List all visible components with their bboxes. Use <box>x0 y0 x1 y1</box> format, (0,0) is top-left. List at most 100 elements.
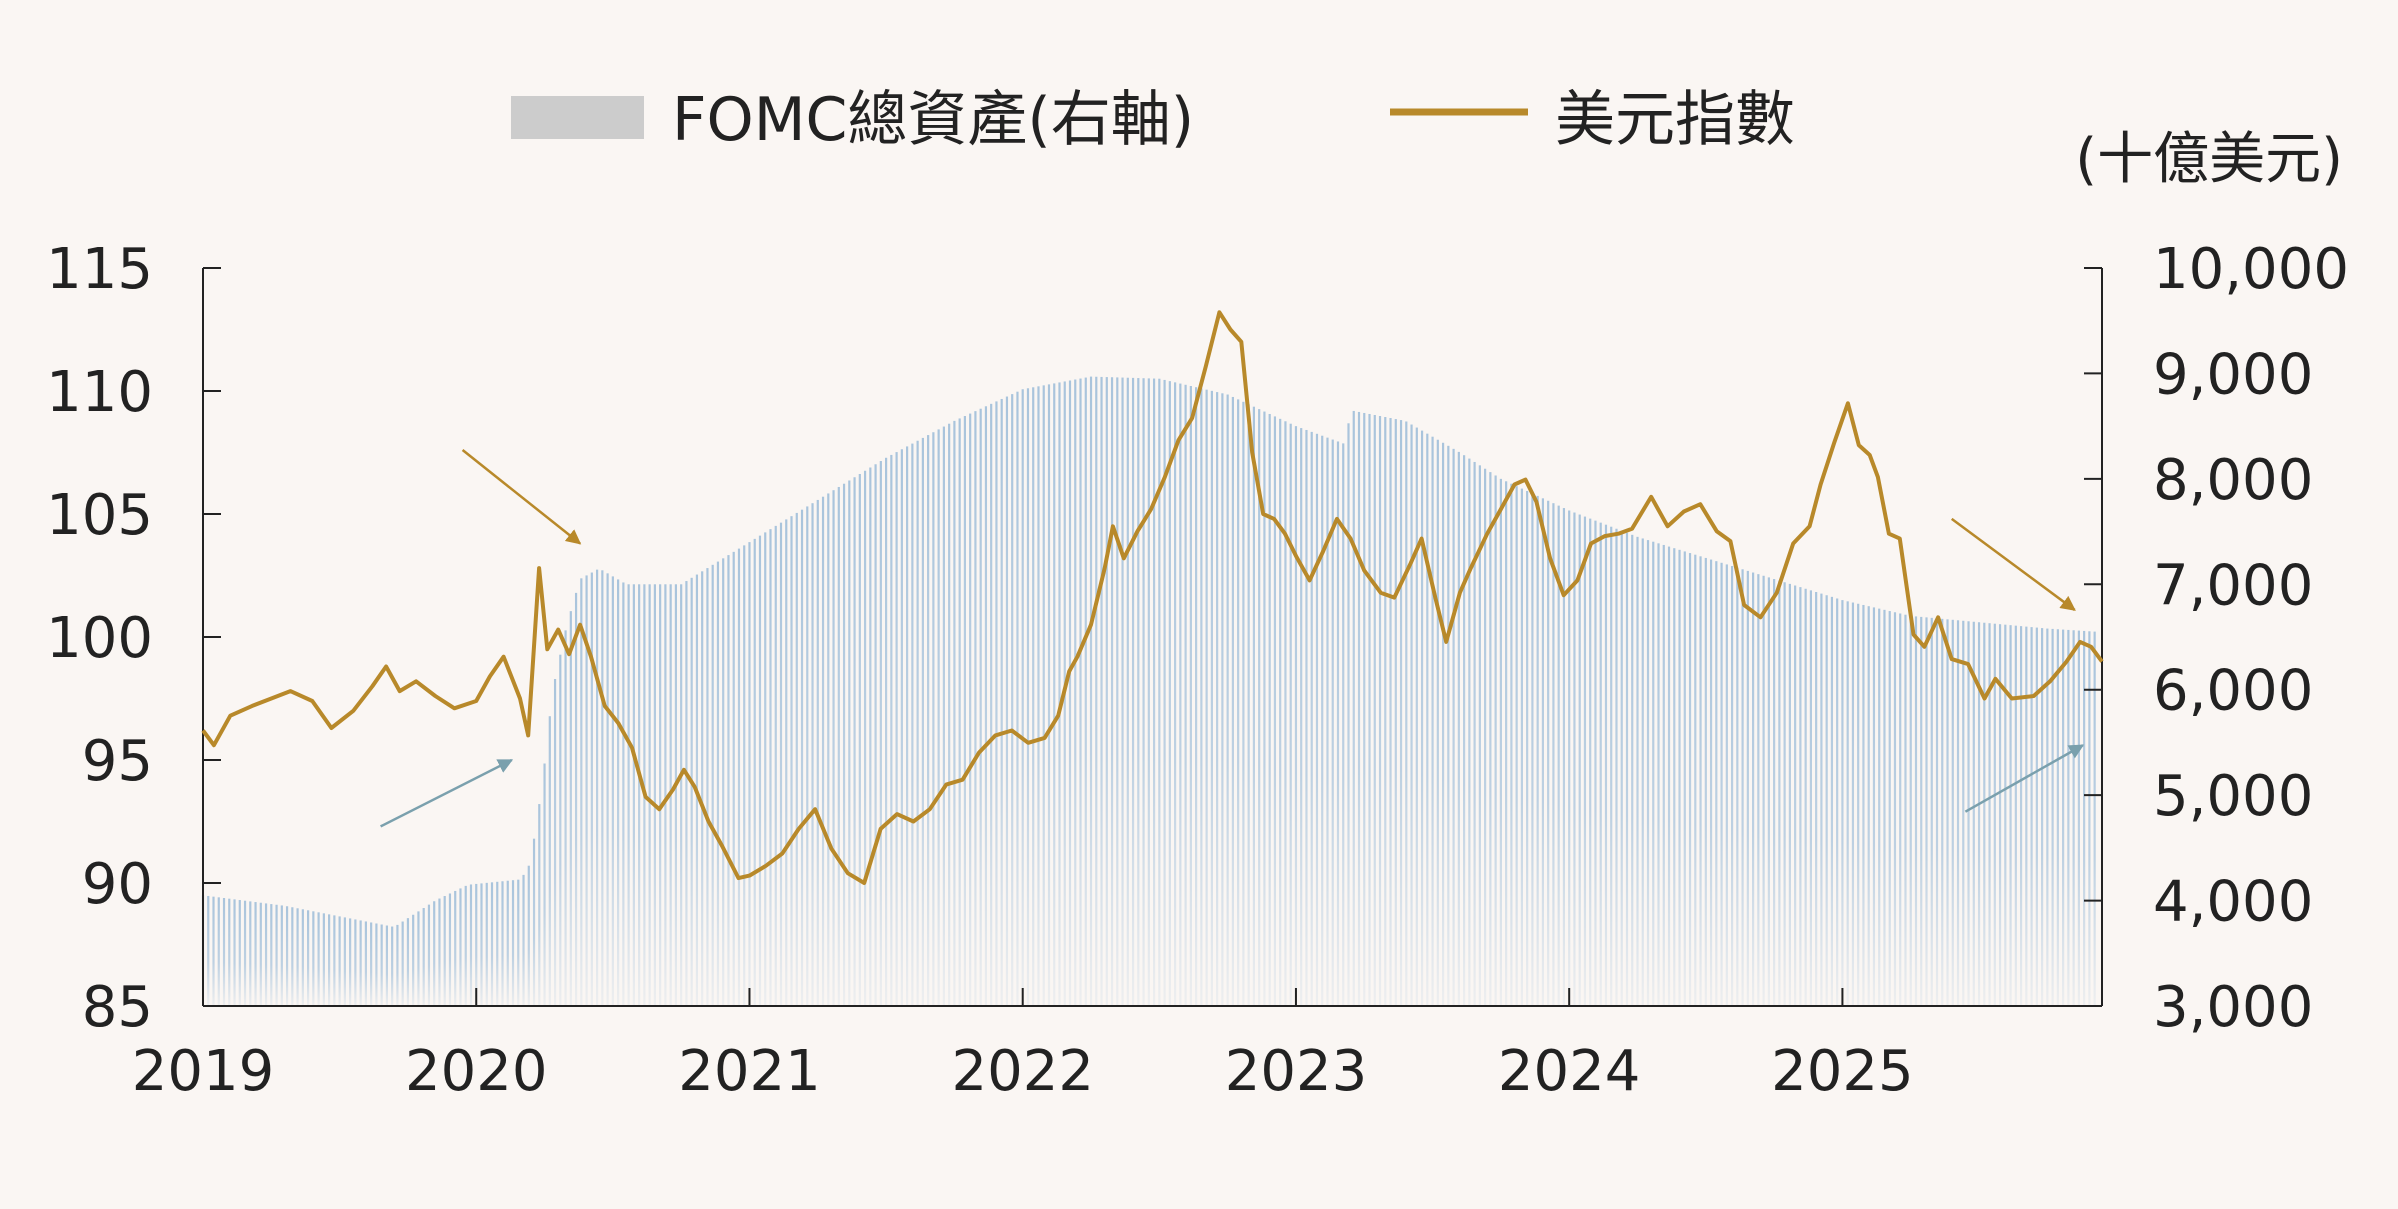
balance-bar <box>1878 608 1881 1006</box>
balance-bar <box>1037 386 1040 1006</box>
balance-bar <box>1688 553 1692 1006</box>
balance-bar <box>2067 629 2070 1006</box>
balance-bar <box>1783 582 1786 1006</box>
balance-bar <box>858 473 861 1006</box>
balance-bar <box>1053 383 1056 1006</box>
balance-bar <box>490 882 494 1006</box>
balance-bar <box>217 897 220 1006</box>
balance-bar <box>743 545 746 1006</box>
balance-bar <box>1767 577 1770 1006</box>
balance-bar <box>842 483 846 1007</box>
balance-bar <box>501 881 504 1006</box>
balance-bar <box>1972 621 1975 1006</box>
balance-bar <box>475 883 478 1006</box>
balance-bar <box>1258 409 1261 1006</box>
balance-bar <box>1074 379 1077 1006</box>
balance-bar <box>1568 510 1571 1006</box>
balance-bar <box>1888 611 1891 1006</box>
balance-bar <box>1005 396 1009 1006</box>
balance-bar <box>391 926 394 1006</box>
left-tick-label: 110 <box>46 360 153 425</box>
arrows-layer <box>380 449 2085 828</box>
balance-bar <box>464 885 467 1006</box>
balance-bar <box>1636 536 1639 1006</box>
balance-bar <box>748 542 751 1006</box>
balance-bar <box>538 804 541 1006</box>
balance-bar <box>270 904 273 1006</box>
balance-bar <box>1252 406 1256 1006</box>
balance-bar <box>1883 609 1886 1006</box>
gold-annotation-arrow <box>1950 517 2076 611</box>
balance-bar <box>1694 554 1697 1006</box>
balance-bar <box>1815 591 1818 1006</box>
balance-bar <box>1310 431 1313 1006</box>
balance-bar <box>275 904 278 1006</box>
balance-bar <box>2062 629 2065 1006</box>
balance-bar <box>916 440 919 1006</box>
balance-bar <box>1342 443 1345 1006</box>
balance-bar <box>454 890 457 1006</box>
balance-bar <box>1867 606 1870 1006</box>
balance-bar <box>1578 514 1581 1006</box>
balance-bar <box>291 907 294 1006</box>
balance-bar <box>1773 579 1776 1006</box>
balance-bar <box>222 898 226 1006</box>
balance-bar <box>422 908 425 1006</box>
balance-bar <box>448 893 452 1006</box>
balance-bar <box>1163 379 1166 1006</box>
balance-bar <box>1184 384 1187 1006</box>
balance-bar <box>2072 630 2075 1006</box>
balance-bar <box>1841 600 1844 1006</box>
balance-bar <box>1021 389 1024 1006</box>
balance-bar <box>1032 387 1035 1006</box>
balance-bar <box>1468 458 1471 1007</box>
balance-bar <box>1221 393 1224 1006</box>
balance-bar <box>927 435 930 1006</box>
balance-bar <box>674 584 678 1006</box>
right-tick-label: 9,000 <box>2153 342 2313 407</box>
balance-bar <box>1920 616 1923 1006</box>
balance-bar <box>301 909 304 1006</box>
balance-bar <box>1899 613 1902 1006</box>
balance-bar <box>1794 585 1797 1006</box>
balance-bar <box>427 904 431 1006</box>
balance-bar <box>1977 622 1981 1006</box>
balance-bar <box>1226 394 1229 1006</box>
gold-annotation-arrow <box>461 449 582 545</box>
balance-bar <box>469 884 473 1006</box>
balance-bar <box>1447 445 1450 1006</box>
balance-bar <box>958 418 961 1006</box>
right-axis-unit: (十億美元) <box>2075 127 2343 192</box>
balance-bar <box>1625 532 1629 1006</box>
balance-bar <box>212 896 215 1006</box>
balance-bar <box>354 919 357 1006</box>
balance-bar <box>433 901 436 1006</box>
balance-bar <box>1962 620 1965 1006</box>
balance-bar <box>1463 455 1466 1006</box>
balance-bar <box>884 457 888 1006</box>
balance-bar <box>1263 411 1266 1006</box>
balance-bar <box>1131 377 1135 1006</box>
balance-bar <box>953 420 956 1006</box>
balance-bar <box>1352 410 1355 1006</box>
balance-bar <box>1331 439 1334 1006</box>
balance-bar <box>1620 530 1623 1006</box>
balance-bar <box>2056 629 2059 1006</box>
balance-bar <box>2077 630 2080 1006</box>
balance-bar <box>1983 622 1986 1006</box>
balance-bar <box>1757 574 1760 1006</box>
balance-bar <box>863 470 867 1006</box>
balance-bar <box>2093 631 2096 1006</box>
balance-bar <box>737 548 741 1006</box>
balance-bar <box>1084 377 1087 1006</box>
balance-bar <box>1872 607 1876 1006</box>
balance-bar <box>522 874 525 1006</box>
balance-bar <box>1158 378 1161 1006</box>
blue-annotation-arrow <box>380 758 514 828</box>
balance-bar <box>1431 436 1434 1006</box>
balance-bar <box>1415 427 1418 1006</box>
balance-bar <box>1237 399 1240 1006</box>
balance-bar <box>764 532 767 1006</box>
right-tick-label: 6,000 <box>2153 659 2313 724</box>
balance-bar <box>1720 562 1723 1006</box>
